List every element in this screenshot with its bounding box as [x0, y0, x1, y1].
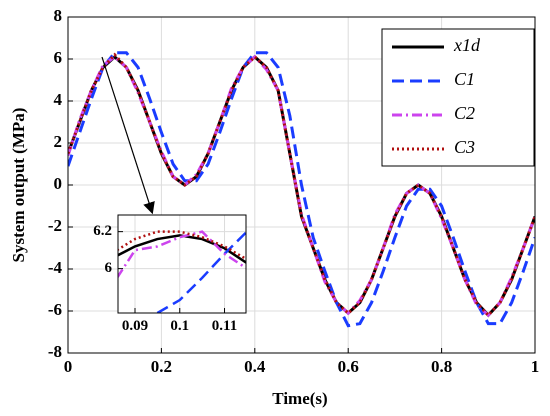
y-tick-label: -4 — [48, 258, 63, 277]
zoom-arrow — [101, 56, 155, 215]
plot-frame — [117, 214, 247, 314]
y-tick-label: -8 — [48, 342, 62, 361]
series-group — [118, 230, 246, 313]
x-tick-label: 0.11 — [212, 318, 237, 334]
y-tick-label: 6.2 — [93, 223, 112, 239]
series-group — [68, 51, 535, 328]
plot-frame — [67, 16, 536, 354]
series-line — [68, 51, 535, 328]
y-tick-label: 4 — [54, 90, 63, 109]
x-tick-label: 0.4 — [244, 357, 266, 376]
y-axis-label: System output (MPa) — [9, 108, 28, 263]
legend-label: C1 — [454, 69, 475, 89]
y-tick-label: -6 — [48, 300, 62, 319]
series-line — [118, 230, 246, 261]
x-tick-label: 0 — [64, 357, 73, 376]
x-tick-label: 0.6 — [338, 357, 359, 376]
legend-box — [381, 28, 535, 167]
y-tick-label: 6 — [105, 260, 113, 276]
inset-plot: 0.09 0.1 0.11 6 6.2 — [93, 214, 247, 334]
x-tick-label: 1 — [531, 357, 540, 376]
x-tick-label: 0.8 — [431, 357, 452, 376]
legend: x1d C1 C2 C3 — [381, 28, 535, 167]
legend-label: C2 — [454, 103, 475, 123]
y-tick-label: 8 — [54, 6, 63, 25]
x-axis-label: Time(s) — [272, 389, 327, 408]
series-line — [118, 234, 246, 264]
legend-label: C3 — [454, 137, 475, 157]
x-tick-label: 0.09 — [122, 318, 148, 334]
y-tick-label: 0 — [54, 174, 63, 193]
x-tick-label: 0.2 — [151, 357, 172, 376]
y-tick-label: 2 — [54, 132, 63, 151]
series-line — [118, 230, 246, 279]
x-tick-label: 0.1 — [170, 318, 189, 334]
y-tick-label: -2 — [48, 216, 62, 235]
series-line — [156, 230, 246, 313]
legend-label: x1d — [453, 35, 481, 55]
y-tick-label: 6 — [54, 48, 63, 67]
series-line — [68, 52, 535, 318]
